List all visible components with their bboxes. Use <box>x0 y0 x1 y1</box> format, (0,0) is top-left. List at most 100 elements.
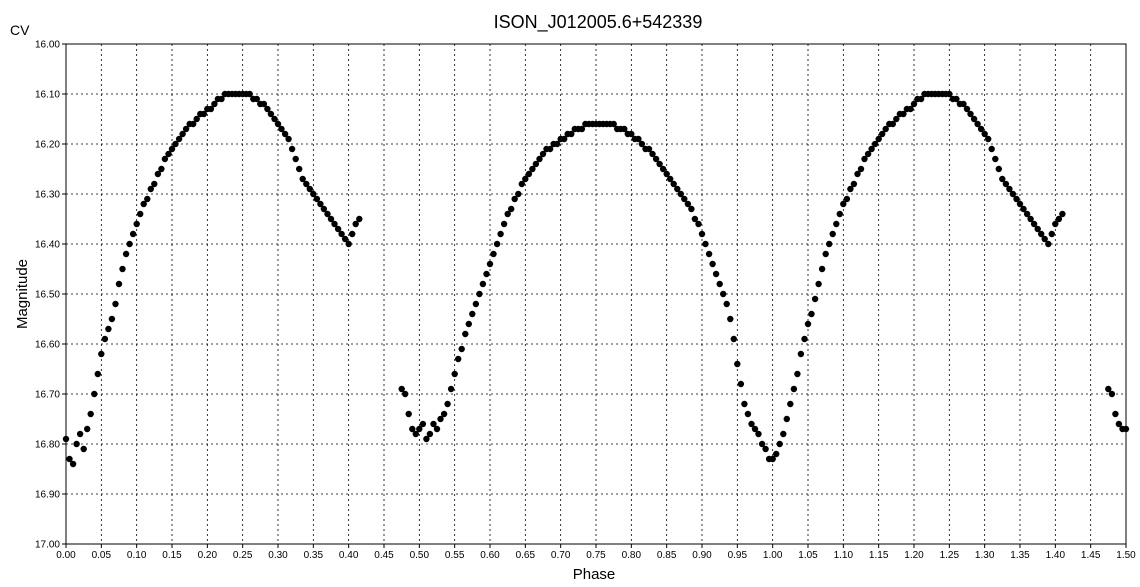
data-point <box>271 115 278 123</box>
data-point <box>663 170 670 178</box>
data-point <box>158 165 165 173</box>
data-point <box>875 135 882 143</box>
x-tick-label: 1.35 <box>1010 550 1030 561</box>
data-point <box>165 150 172 158</box>
data-point <box>76 430 84 438</box>
x-tick-label: 0.10 <box>127 550 147 561</box>
data-point <box>313 195 321 203</box>
data-point <box>522 175 529 183</box>
data-point <box>684 200 692 208</box>
data-point <box>737 380 745 388</box>
data-point <box>963 105 971 113</box>
data-point <box>755 430 762 438</box>
data-point <box>444 400 451 408</box>
data-point <box>112 300 119 308</box>
data-point <box>352 220 359 228</box>
data-point <box>260 100 268 108</box>
data-point <box>405 410 412 418</box>
data-points <box>62 90 1130 468</box>
data-point <box>274 120 282 128</box>
data-point <box>1016 200 1024 208</box>
data-point <box>1055 215 1063 223</box>
x-tick-label: 1.45 <box>1081 550 1101 561</box>
data-point <box>879 130 886 138</box>
data-point <box>398 385 405 393</box>
data-point <box>500 220 508 228</box>
data-point <box>469 310 476 318</box>
x-tick-label: 0.80 <box>622 550 642 561</box>
data-point <box>345 240 352 248</box>
x-axis-label: Phase <box>573 566 616 583</box>
data-point <box>207 105 215 113</box>
data-point <box>267 110 275 118</box>
data-point <box>628 130 635 138</box>
data-point <box>695 220 702 228</box>
data-point <box>402 390 409 398</box>
data-point <box>253 95 260 103</box>
data-point <box>659 165 667 173</box>
data-point <box>712 270 720 278</box>
data-point <box>511 195 518 203</box>
data-point <box>306 185 313 193</box>
data-point <box>211 100 218 108</box>
data-point <box>709 260 716 268</box>
data-point <box>1115 420 1123 428</box>
data-point <box>349 230 356 238</box>
data-point <box>172 140 179 148</box>
data-point <box>129 230 137 238</box>
data-point <box>451 370 458 378</box>
data-point <box>1059 210 1066 218</box>
data-point <box>356 215 363 223</box>
data-point <box>324 210 331 218</box>
data-point <box>175 135 183 143</box>
data-point <box>801 335 808 343</box>
data-point <box>621 125 628 133</box>
data-point <box>889 120 896 128</box>
data-point <box>561 135 568 143</box>
data-point <box>776 440 783 448</box>
data-point <box>1041 235 1048 243</box>
x-tick-label: 0.35 <box>304 550 324 561</box>
data-point <box>98 350 105 358</box>
data-point <box>115 280 123 288</box>
data-point <box>281 130 289 138</box>
data-point <box>334 225 342 233</box>
data-point <box>455 355 462 363</box>
data-point <box>691 215 699 223</box>
data-point <box>1020 205 1027 213</box>
data-point <box>151 180 158 188</box>
data-point <box>296 165 303 173</box>
data-point <box>317 200 324 208</box>
data-point <box>751 425 759 433</box>
data-point <box>988 145 995 153</box>
x-tick-label: 1.20 <box>904 550 924 561</box>
data-point <box>826 240 833 248</box>
x-tick-label: 1.40 <box>1046 550 1066 561</box>
data-point <box>154 170 162 178</box>
x-tick-label: 1.00 <box>763 550 783 561</box>
data-point <box>218 95 225 103</box>
x-tick-label: 1.50 <box>1116 550 1136 561</box>
data-point <box>946 90 953 98</box>
data-point <box>440 410 448 418</box>
x-tick-label: 0.45 <box>374 550 394 561</box>
data-point <box>144 195 151 203</box>
data-point <box>1030 220 1038 228</box>
data-point <box>462 330 469 338</box>
data-point <box>677 190 684 198</box>
data-point <box>730 335 737 343</box>
data-point <box>101 335 109 343</box>
x-tick-label: 0.50 <box>410 550 430 561</box>
data-point <box>87 410 94 418</box>
data-point <box>303 180 310 188</box>
data-point <box>815 280 822 288</box>
data-point <box>133 220 140 228</box>
data-point <box>458 345 465 353</box>
data-point <box>854 170 861 178</box>
x-tick-label: 0.65 <box>516 550 536 561</box>
data-point <box>981 130 988 138</box>
data-point <box>773 450 780 458</box>
axis-ticks: 0.00 0.05 0.10 0.15 0.20 0.25 0.30 0.35 0.40 0.45… <box>35 40 1136 562</box>
x-tick-label: 0.25 <box>233 550 253 561</box>
data-point <box>285 135 292 143</box>
